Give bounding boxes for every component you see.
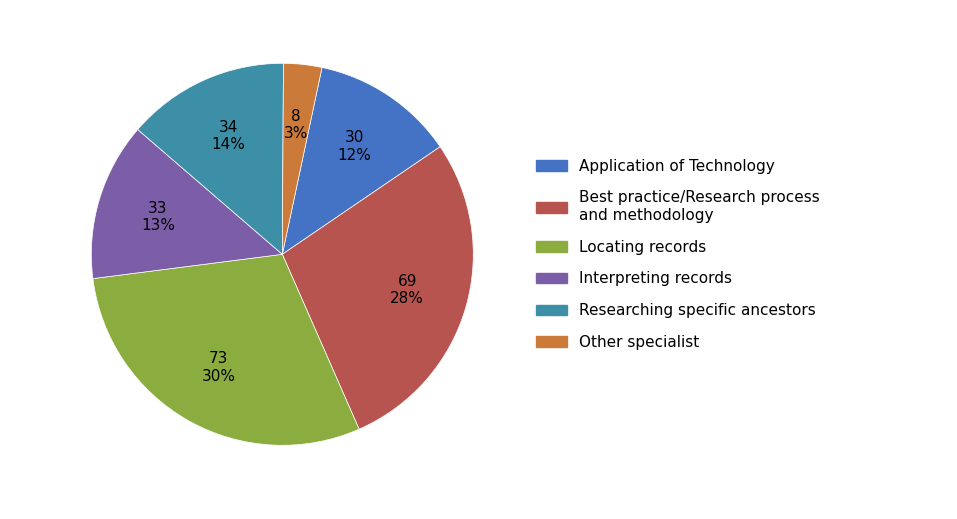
Text: 73
30%: 73 30% — [201, 351, 235, 384]
Wedge shape — [138, 63, 283, 254]
Text: 8
3%: 8 3% — [284, 109, 308, 141]
Text: 30
12%: 30 12% — [338, 130, 371, 162]
Text: 34
14%: 34 14% — [211, 120, 246, 152]
Wedge shape — [282, 67, 440, 254]
Wedge shape — [93, 254, 359, 445]
Wedge shape — [282, 63, 322, 254]
Text: 33
13%: 33 13% — [141, 201, 175, 233]
Text: 69
28%: 69 28% — [390, 274, 424, 306]
Wedge shape — [91, 130, 282, 279]
Wedge shape — [282, 147, 474, 429]
Legend: Application of Technology, Best practice/Research process
and methodology, Locat: Application of Technology, Best practice… — [528, 151, 828, 358]
